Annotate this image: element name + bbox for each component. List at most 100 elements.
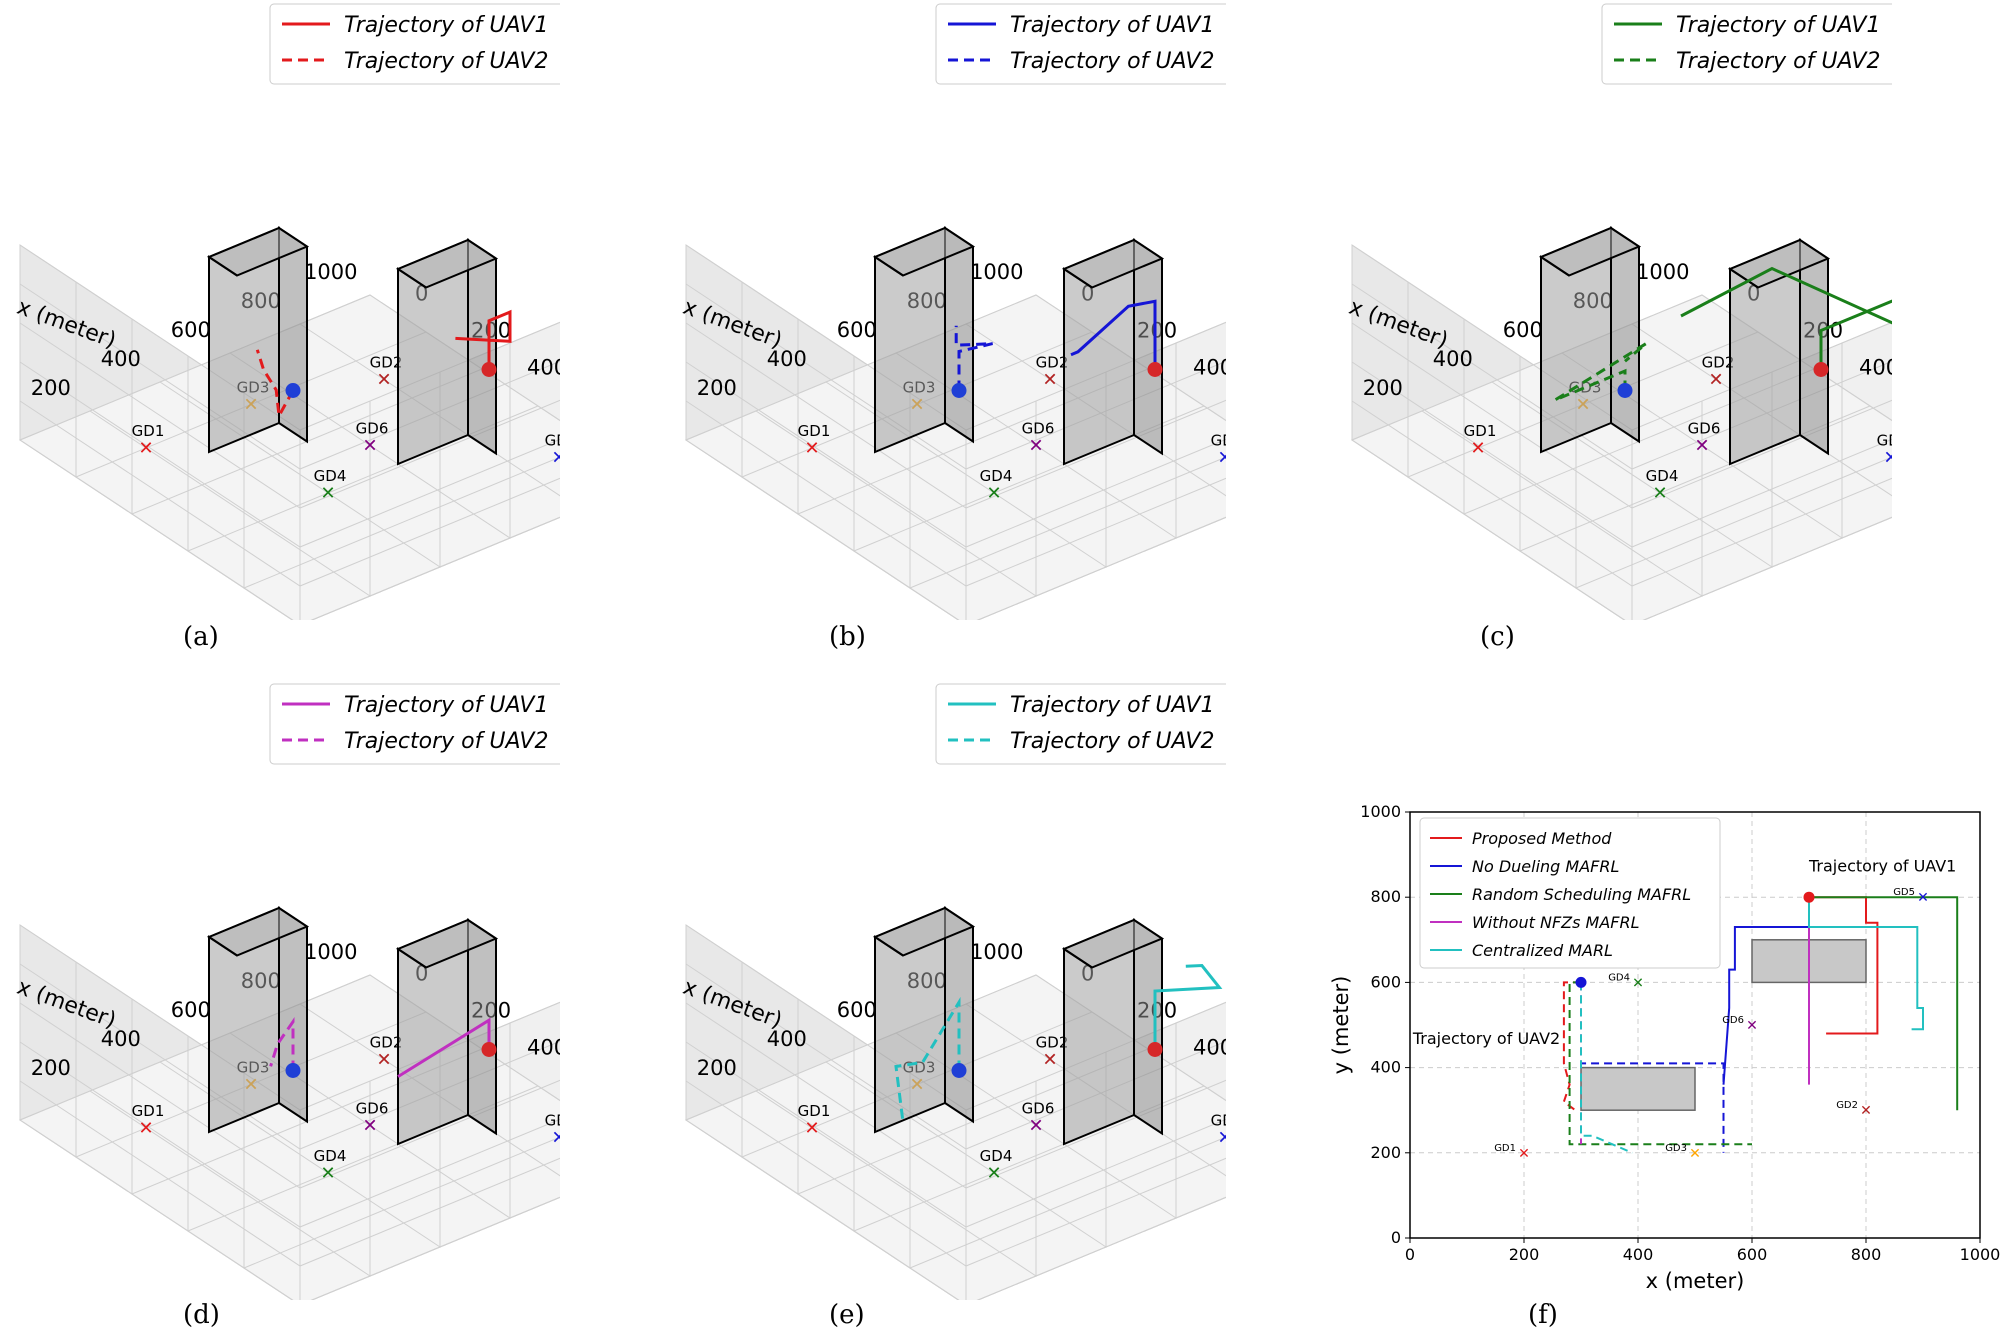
series-line <box>1568 981 1752 1146</box>
x-tick-label: 200 <box>697 376 737 400</box>
nfz-face <box>1610 226 1640 444</box>
gd-label: GD2 <box>370 1034 403 1052</box>
uav-start-point <box>285 383 301 398</box>
series-line <box>1722 897 1810 1085</box>
caption-d: (d) <box>183 1300 220 1330</box>
gd-marker: ✕ <box>804 1118 819 1139</box>
gd-marker: ✕ <box>1883 448 1892 469</box>
gd-marker: ✕ <box>1632 975 1644 991</box>
uav2-trajectory <box>269 1016 295 1071</box>
grid-line <box>19 1119 560 1300</box>
no-fly-zone-1 <box>206 226 310 454</box>
caption-f: (f) <box>1528 1300 1558 1330</box>
gd-label: GD6 <box>1022 420 1055 438</box>
grid-line <box>1351 283 1892 470</box>
gd-label: GD4 <box>980 1147 1013 1165</box>
axes-3d: 0200400600800100002004006008001000020406… <box>680 226 1226 620</box>
gd-label: GD2 <box>1036 1034 1069 1052</box>
no-fly-zone-1 <box>872 226 976 454</box>
panel-e-3d-plot: 0200400600800100002004006008001000020406… <box>680 683 1226 1300</box>
legend: Trajectory of UAV1 Trajectory of UAV2 <box>269 3 560 85</box>
gd-label: GD5 <box>1893 887 1915 898</box>
uav2-trajectory <box>954 325 993 391</box>
x-tick-label: 200 <box>697 1056 737 1080</box>
uav-start-point <box>285 1063 301 1078</box>
gd-label: GD2 <box>1702 354 1735 372</box>
x-tick-label: 400 <box>767 347 807 371</box>
uav-start-point <box>481 362 497 377</box>
uav1-trajectory <box>1680 266 1892 370</box>
gd-marker: ✕ <box>376 370 391 391</box>
gd-label: GD6 <box>1022 1100 1055 1118</box>
grid-line <box>965 1003 1226 1177</box>
gd-label: GD4 <box>1646 467 1679 485</box>
plot-area: 0 200 400 600 800 1000 0 200 400 600 800 1000 x (met… <box>1329 802 2000 1293</box>
gd-marker: ✕ <box>1746 1018 1758 1034</box>
grid-line <box>19 1002 560 1189</box>
gd-label: GD3 <box>1665 1143 1687 1154</box>
uav-start-point <box>481 1042 497 1057</box>
grid-line <box>685 322 1226 509</box>
legend-label: Trajectory of UAV2 <box>1676 49 1880 74</box>
gd-label: GD4 <box>314 467 347 485</box>
gd-marker: ✕ <box>138 1118 153 1139</box>
x-tick-label: 0 <box>1405 1245 1415 1264</box>
x-tick-label: 600 <box>171 318 211 342</box>
x-tick-label: 600 <box>171 998 211 1022</box>
x-tick-label: 200 <box>31 376 71 400</box>
no-fly-zone-2 <box>1727 238 1831 466</box>
gd-label: GD1 <box>132 422 165 440</box>
x-tick-label: 400 <box>101 347 141 371</box>
gd-label: GD6 <box>1688 420 1721 438</box>
y-tick-label: 400 <box>1193 1036 1226 1060</box>
x-tick-label: 600 <box>1503 318 1543 342</box>
gd-label: GD6 <box>356 420 389 438</box>
gd-marker: ✕ <box>320 1163 335 1184</box>
y-tick-label: 400 <box>1193 356 1226 380</box>
gd-label: GD6 <box>356 1100 389 1118</box>
uav-start-point <box>1617 383 1633 398</box>
gd-marker: ✕ <box>1470 438 1485 459</box>
gd-marker: ✕ <box>1042 370 1057 391</box>
legend-box <box>1419 817 1721 969</box>
panel-c-3d-plot: 0200400600800100002004006008001000020406… <box>1346 3 1892 620</box>
axes-frame <box>1409 811 1981 1239</box>
uav-start-point <box>1813 362 1829 377</box>
grid-line <box>19 361 560 548</box>
grid-line <box>685 439 1226 620</box>
gd-marker: ✕ <box>362 436 377 457</box>
nfz-face <box>1133 918 1163 1136</box>
grid-line <box>299 323 560 497</box>
nfz-edge <box>874 255 904 452</box>
nfz-edge <box>208 935 238 1132</box>
gd-marker: ✕ <box>138 438 153 459</box>
x-tick-label: 600 <box>837 998 877 1022</box>
axes-3d: 0200400600800100002004006008001000020406… <box>14 226 560 620</box>
nfz-face <box>1799 238 1829 456</box>
gd-label: GD5 <box>1211 1112 1226 1130</box>
legend-box <box>269 683 560 765</box>
no-fly-zone-1 <box>1580 1066 1696 1111</box>
uav-start-point <box>1147 1042 1163 1057</box>
x-tick-label: 400 <box>1623 1245 1654 1264</box>
panel-b-3d-plot: 0200400600800100002004006008001000020406… <box>680 3 1226 620</box>
x-tick-label: 1000 <box>970 260 1023 284</box>
annotation-uav1: Trajectory of UAV1 <box>1808 857 1956 876</box>
legend: Trajectory of UAV1 Trajectory of UAV2 <box>935 3 1226 85</box>
gd-marker: ✕ <box>1860 1103 1872 1119</box>
no-fly-zone-2 <box>395 238 499 466</box>
no-fly-zone-2 <box>1061 238 1165 466</box>
legend-label: Trajectory of UAV1 <box>1676 13 1880 38</box>
x-tick-label: 600 <box>1737 1245 1768 1264</box>
legend-label: Without NFZs MAFRL <box>1472 913 1640 932</box>
uav-start-point <box>1147 362 1163 377</box>
legend-label: No Dueling MAFRL <box>1472 857 1619 876</box>
y-tick-label: 400 <box>527 356 560 380</box>
no-fly-zone-2 <box>1061 918 1165 1146</box>
legend-box <box>1601 3 1892 85</box>
x-tick-label: 800 <box>1851 1245 1882 1264</box>
grid-line <box>685 361 1226 548</box>
nfz-face <box>467 238 497 456</box>
no-fly-zone-2 <box>395 918 499 1146</box>
grid-line <box>685 400 1226 587</box>
